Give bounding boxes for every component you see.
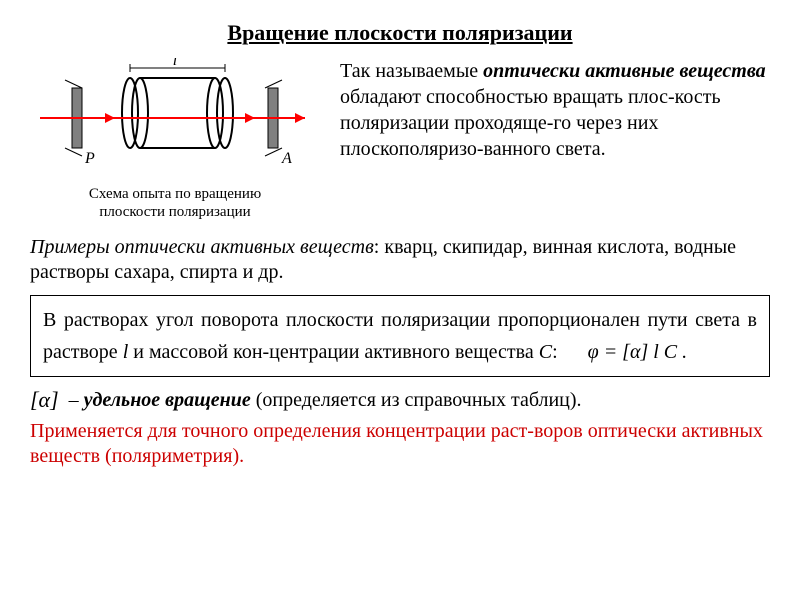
cuvette-wall xyxy=(217,78,233,148)
label-a: A xyxy=(281,150,292,167)
alpha-symbol: [α] xyxy=(30,387,59,413)
alpha-dash: – xyxy=(69,389,84,411)
polarization-diagram: l P A xyxy=(30,58,320,178)
alpha-text: – удельное вращение (определяется из спр… xyxy=(69,389,582,412)
label-p: P xyxy=(84,150,95,167)
intro-paragraph: Так называемые оптически активные вещест… xyxy=(340,58,770,221)
boxed-text: и массовой кон-центрации активного вещес… xyxy=(128,341,538,363)
application-text: Применяется для точного определения конц… xyxy=(30,419,770,469)
formula: φ = [α] l C . xyxy=(588,341,688,363)
caption-line: плоскости поляризации xyxy=(99,204,250,220)
examples-label: Примеры оптически активных веществ xyxy=(30,236,374,258)
page-title: Вращение плоскости поляризации xyxy=(30,20,770,46)
ray-arrow xyxy=(105,113,115,123)
label-l: l xyxy=(173,58,178,69)
alpha-definition: [α] – удельное вращение (определяется из… xyxy=(30,387,770,413)
diagram-container: l P A Схема опыта по вращению плоскости … xyxy=(30,58,320,221)
diagram-caption: Схема опыта по вращению плоскости поляри… xyxy=(30,185,320,221)
p-hatch xyxy=(65,148,82,156)
caption-line: Схема опыта по вращению xyxy=(89,186,261,202)
intro-prefix: Так называемые xyxy=(340,60,483,82)
ray-arrow xyxy=(245,113,255,123)
alpha-note: (определяется из справочных таблиц). xyxy=(251,389,582,411)
a-hatch xyxy=(265,80,282,88)
var-c: C xyxy=(539,341,552,363)
examples-paragraph: Примеры оптически активных веществ: квар… xyxy=(30,235,770,285)
ray-arrow xyxy=(295,113,305,123)
cuvette-wall xyxy=(122,78,138,148)
cuvette-wall xyxy=(207,78,223,148)
a-hatch xyxy=(265,148,282,156)
top-row: l P A Схема опыта по вращению плоскости … xyxy=(30,58,770,221)
alpha-term: удельное вращение xyxy=(84,389,251,411)
intro-term: оптически активные вещества xyxy=(483,60,765,82)
intro-rest: обладают способностью вращать плос-кость… xyxy=(340,86,721,160)
boxed-law: В растворах угол поворота плоскости поля… xyxy=(30,295,770,377)
cuvette-wall xyxy=(132,78,148,148)
p-hatch xyxy=(65,80,82,88)
boxed-colon: : xyxy=(552,341,558,363)
